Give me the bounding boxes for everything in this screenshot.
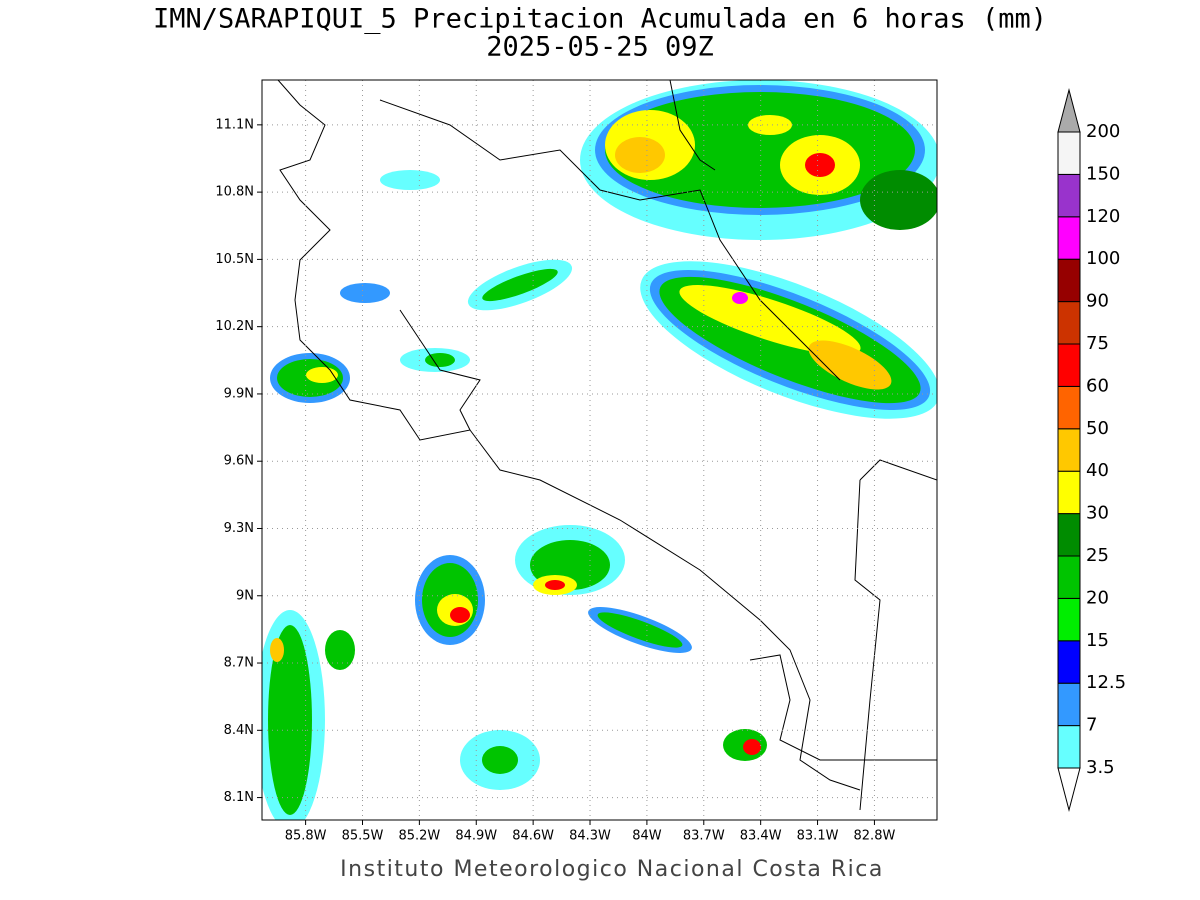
y-tick-label: 8.1N (224, 790, 254, 805)
precip-area (640, 261, 937, 419)
colorbar-box (1057, 470, 1081, 515)
x-tick-label: 83.4W (740, 829, 782, 844)
precip-area (270, 170, 573, 403)
colorbar-label: 12.5 (1086, 672, 1126, 693)
colorbar-label: 15 (1086, 630, 1109, 651)
coastline (749, 654, 937, 761)
border (669, 80, 716, 171)
title: IMN/SARAPIQUI_5 Precipitacion Acumulada … (153, 4, 1047, 35)
coastline (277, 80, 861, 791)
colorbar-arrow (1057, 88, 1081, 133)
colorbar-label: 100 (1086, 248, 1120, 269)
colorbar-label: 3.5 (1086, 757, 1115, 778)
x-tick-label: 85.8W (285, 829, 327, 844)
colorbar-box (1057, 131, 1081, 175)
y-tick-label: 9.6N (224, 454, 254, 469)
precip-area (580, 80, 937, 240)
y-tick-label: 9.3N (224, 521, 254, 536)
x-tick-label: 83.7W (683, 829, 725, 844)
colorbar-label: 75 (1086, 333, 1109, 354)
colorbar-box (1057, 173, 1081, 218)
map-frame (261, 79, 938, 821)
colorbar-label: 7 (1086, 715, 1097, 736)
colorbar-label: 20 (1086, 587, 1109, 608)
x-tick-label: 82.8W (854, 829, 896, 844)
y-tick-label: 8.7N (224, 656, 254, 671)
colorbar-label: 200 (1086, 121, 1120, 142)
colorbar-box (1057, 555, 1081, 599)
x-tick-label: 84W (632, 829, 662, 844)
precip-field (262, 80, 937, 820)
y-tick-label: 10.2N (215, 319, 254, 334)
colorbar-box (1057, 428, 1081, 472)
colorbar-label: 60 (1086, 375, 1109, 396)
colorbar-label: 30 (1086, 503, 1109, 524)
precip-area (262, 525, 767, 820)
y-tick-label: 10.8N (215, 185, 254, 200)
colorbar-box (1057, 301, 1081, 345)
colorbar-box (1057, 385, 1081, 430)
colorbar-label: 150 (1086, 163, 1120, 184)
colorbar-box (1057, 597, 1081, 642)
y-tick-label: 9.9N (224, 386, 254, 401)
x-tick-label: 84.6W (512, 829, 554, 844)
subtitle: 2025-05-25 09Z (486, 32, 714, 63)
colorbar-box (1057, 725, 1081, 769)
colorbar-label: 120 (1086, 206, 1120, 227)
y-tick-label: 8.4N (224, 723, 254, 738)
border (854, 479, 881, 811)
coastline (859, 459, 937, 481)
colorbar-arrow (1057, 767, 1081, 812)
colorbar-label: 50 (1086, 418, 1109, 439)
x-tick-label: 85.2W (398, 829, 440, 844)
colorbar-label: 40 (1086, 460, 1109, 481)
colorbar-box (1057, 682, 1081, 727)
colorbar-box (1057, 343, 1081, 387)
coastline (399, 309, 481, 431)
colorbar-box (1057, 640, 1081, 684)
border (379, 99, 841, 381)
footer: Instituto Meteorologico Nacional Costa R… (340, 857, 884, 882)
colorbar-box (1057, 258, 1081, 303)
x-tick-label: 83.1W (797, 829, 839, 844)
y-tick-label: 11.1N (215, 117, 254, 132)
x-tick-label: 84.9W (455, 829, 497, 844)
y-tick-label: 10.5N (215, 252, 254, 267)
x-tick-label: 84.3W (569, 829, 611, 844)
y-tick-label: 9N (236, 588, 254, 603)
colorbar-label: 90 (1086, 291, 1109, 312)
x-tick-label: 85.5W (342, 829, 384, 844)
colorbar-box (1057, 513, 1081, 557)
colorbar-label: 25 (1086, 545, 1109, 566)
colorbar-box (1057, 216, 1081, 260)
